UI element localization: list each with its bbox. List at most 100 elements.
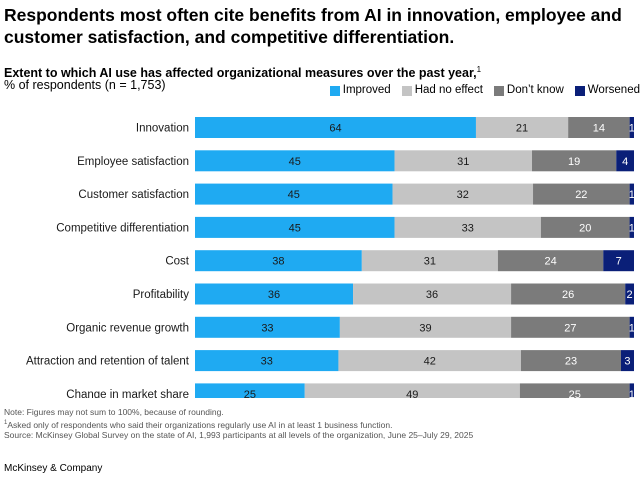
bar-segment-dont-know xyxy=(511,316,630,338)
bar-segment-dont-know xyxy=(532,150,617,172)
bar-segment-improved xyxy=(195,183,393,205)
data-label-worsened: 1 xyxy=(629,322,635,334)
footnote-base-text: Asked only of respondents who said their… xyxy=(7,419,393,430)
bar-segment-no-effect xyxy=(394,150,533,172)
data-label-no-effect: 42 xyxy=(424,356,436,368)
legend: Improved Had no effect Don’t know Worsen… xyxy=(329,84,640,97)
data-label-worsened: 7 xyxy=(616,256,622,268)
data-label-improved: 45 xyxy=(289,156,301,168)
bar-segment-improved xyxy=(195,350,339,372)
footnotes: Note: Figures may not sum to 100%, becau… xyxy=(4,407,640,440)
data-label-worsened: 1 xyxy=(629,222,635,234)
chart-subtitle: Extent to which AI use has affected orga… xyxy=(4,62,481,81)
legend-swatch-improved xyxy=(329,85,340,96)
bar-segment-dont-know xyxy=(511,283,626,305)
category-label: Innovation xyxy=(136,123,189,135)
data-label-improved: 33 xyxy=(261,322,273,334)
category-label: Competitive differentiation xyxy=(56,222,189,234)
data-label-no-effect: 39 xyxy=(419,322,431,334)
data-label-no-effect: 49 xyxy=(406,389,418,398)
subtitle-text: Extent to which AI use has affected orga… xyxy=(4,66,477,81)
data-label-worsened: 2 xyxy=(627,289,633,301)
unit-label: % of respondents (n = 1,753) xyxy=(4,78,166,92)
data-label-no-effect: 33 xyxy=(462,222,474,234)
category-label: Cost xyxy=(165,256,189,268)
bar-segment-improved xyxy=(195,316,340,338)
data-label-no-effect: 32 xyxy=(457,189,469,201)
data-label-no-effect: 31 xyxy=(424,256,436,268)
legend-label-worsened: Worsened xyxy=(587,84,640,96)
footnote-marker: 1 xyxy=(4,419,8,426)
legend-label-dont-know: Don’t know xyxy=(506,84,564,96)
category-label: Attraction and retention of talent xyxy=(26,356,190,368)
category-label: Profitability xyxy=(133,289,189,301)
category-label: Change in market share xyxy=(66,389,189,398)
bar-segment-dont-know xyxy=(520,350,621,372)
bar-segment-dont-know xyxy=(519,383,630,398)
data-label-worsened: 1 xyxy=(629,123,635,135)
bar-segment-improved xyxy=(195,383,305,398)
bar-segment-no-effect xyxy=(475,117,569,138)
legend-item-dont-know: Don’t know xyxy=(493,84,564,97)
footnote-rounding: Note: Figures may not sum to 100%, becau… xyxy=(4,407,224,417)
bar-segment-improved xyxy=(195,150,395,172)
bar-segment-dont-know xyxy=(568,117,630,138)
data-label-improved: 64 xyxy=(329,123,341,135)
bar-segment-worsened xyxy=(603,250,634,272)
bar-segment-improved xyxy=(195,283,354,305)
data-label-worsened: 1 xyxy=(629,389,635,398)
bar-segment-worsened xyxy=(629,383,634,398)
bar-segment-no-effect xyxy=(353,283,512,305)
legend-label-no-effect: Had no effect xyxy=(414,84,483,96)
footnote-source: Source: McKinsey Global Survey on the st… xyxy=(4,429,474,440)
bar-segment-improved xyxy=(195,216,395,238)
chart-title: Respondents most often cite benefits fro… xyxy=(4,5,622,47)
bar-segment-worsened xyxy=(629,183,634,205)
bar-segment-improved xyxy=(195,250,362,272)
bar-segment-dont-know xyxy=(540,216,630,238)
data-label-no-effect: 21 xyxy=(516,123,528,135)
bar-segment-dont-know xyxy=(497,250,604,272)
legend-item-worsened: Worsened xyxy=(574,84,640,97)
legend-item-no-effect: Had no effect xyxy=(401,84,483,97)
bar-segment-worsened xyxy=(629,117,634,138)
data-label-no-effect: 31 xyxy=(457,156,469,168)
data-label-dont-know: 14 xyxy=(593,123,605,135)
legend-swatch-worsened xyxy=(574,85,585,96)
data-label-no-effect: 36 xyxy=(426,289,438,301)
data-label-improved: 36 xyxy=(268,289,280,301)
bar-segment-improved xyxy=(195,117,476,138)
bar-segment-dont-know xyxy=(533,183,630,205)
data-label-improved: 45 xyxy=(288,189,300,201)
legend-item-improved: Improved xyxy=(329,84,391,97)
data-label-dont-know: 27 xyxy=(564,322,576,334)
bar-segment-no-effect xyxy=(338,350,521,372)
data-label-improved: 45 xyxy=(289,222,301,234)
data-label-dont-know: 26 xyxy=(562,289,574,301)
category-label: Customer satisfaction xyxy=(78,189,189,201)
data-label-dont-know: 19 xyxy=(568,156,580,168)
bar-segment-worsened xyxy=(616,150,634,172)
bar-segment-no-effect xyxy=(339,316,512,338)
data-label-dont-know: 24 xyxy=(544,256,556,268)
legend-label-improved: Improved xyxy=(342,84,391,96)
data-label-worsened: 4 xyxy=(622,156,628,168)
bar-segment-no-effect xyxy=(304,383,520,398)
bar-segment-no-effect xyxy=(361,250,498,272)
footnote-base: 1Asked only of respondents who said thei… xyxy=(4,418,640,430)
data-label-dont-know: 20 xyxy=(579,222,591,234)
data-label-dont-know: 25 xyxy=(569,389,581,398)
category-label: Employee satisfaction xyxy=(77,156,189,168)
bar-segment-worsened xyxy=(629,216,634,238)
data-label-dont-know: 23 xyxy=(565,356,577,368)
bar-segment-no-effect xyxy=(392,183,534,205)
data-label-worsened: 1 xyxy=(629,189,635,201)
legend-swatch-dont-know xyxy=(493,85,504,96)
bar-segment-worsened xyxy=(620,350,634,372)
data-label-dont-know: 22 xyxy=(575,189,587,201)
bar-segment-worsened xyxy=(629,316,634,338)
legend-swatch-no-effect xyxy=(401,85,412,96)
data-label-improved: 38 xyxy=(272,256,284,268)
data-label-worsened: 3 xyxy=(624,356,630,368)
